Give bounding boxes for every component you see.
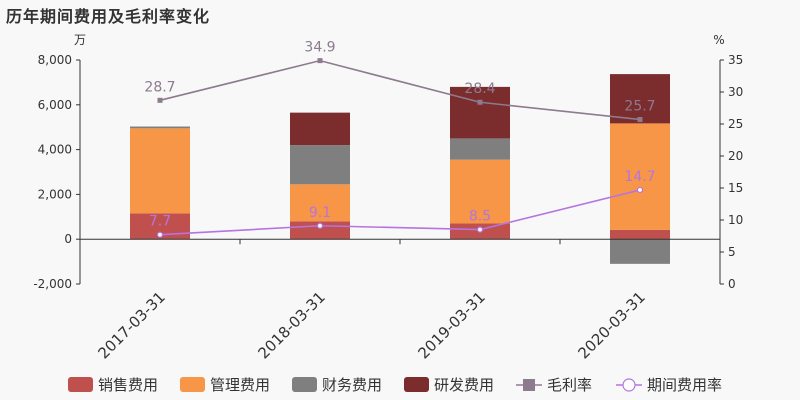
right-tick-label: 15 — [728, 181, 743, 195]
line-1-label-1: 9.1 — [309, 205, 331, 221]
bar-1-3 — [610, 123, 670, 230]
legend-label-1: 管理费用 — [210, 376, 270, 394]
bar-2-3 — [610, 239, 670, 264]
left-tick-label: 0 — [64, 232, 72, 246]
bar-2-0 — [130, 126, 190, 129]
right-tick-label: 0 — [728, 277, 736, 291]
left-tick-label: 2,000 — [38, 187, 72, 201]
line-1-point-1 — [316, 222, 324, 229]
x-tick-label: 2017-03-31 — [94, 288, 168, 362]
right-tick-label: 30 — [728, 85, 743, 99]
bar-0-3 — [610, 229, 670, 240]
line-1-point-3 — [636, 186, 644, 194]
line-1-point-2 — [476, 226, 484, 233]
line-0 — [159, 59, 641, 121]
line-0-point-3 — [637, 117, 643, 123]
line-1 — [159, 189, 641, 236]
legend-swatch-3 — [404, 377, 429, 392]
line-0-point-1 — [317, 58, 323, 64]
bar-3-1 — [290, 112, 350, 146]
line-0-point-2 — [477, 99, 483, 105]
right-tick-label: 25 — [728, 117, 743, 131]
legend-marker-1 — [622, 378, 636, 392]
line-1-point-0 — [156, 231, 164, 238]
bar-1-2 — [450, 159, 510, 224]
plot-area: -2,000 0 2,000 4,000 6,000 8,000 0 5 10 15 20 25 30 3… — [33, 40, 743, 363]
legend-label-3: 研发费用 — [434, 376, 494, 394]
left-axis-unit: 万 — [74, 33, 86, 47]
line-1-label-3: 14.7 — [624, 169, 655, 185]
line-1-label-2: 8.5 — [469, 209, 491, 225]
right-tick-label: 20 — [728, 149, 743, 163]
bar-1-0 — [130, 128, 190, 214]
legend-marker-0 — [523, 379, 535, 391]
legend-line-label-0: 毛利率 — [547, 376, 592, 394]
bar-3-3 — [610, 74, 670, 124]
bar-2-2 — [450, 138, 510, 160]
chart-title: 历年期间费用及毛利率变化 — [6, 7, 211, 26]
right-tick-label: 35 — [728, 53, 743, 67]
legend[interactable]: 销售费用 管理费用 财务费用 研发费用 毛利率 期间费用率 — [68, 376, 722, 394]
right-tick-label: 10 — [728, 213, 743, 227]
line-0-label-2: 28.4 — [464, 81, 495, 97]
left-tick-label: 4,000 — [38, 143, 72, 157]
x-tick-label: 2019-03-31 — [414, 288, 488, 362]
line-1-label-0: 7.7 — [149, 214, 171, 230]
legend-swatch-0 — [68, 377, 93, 392]
left-tick-label: 8,000 — [38, 53, 72, 67]
left-tick-label: 6,000 — [38, 98, 72, 112]
right-tick-label: 5 — [728, 245, 736, 259]
left-tick-label: -2,000 — [33, 277, 72, 291]
legend-line-label-1: 期间费用率 — [647, 376, 722, 394]
x-tick-label: 2018-03-31 — [254, 288, 328, 362]
line-0-label-1: 34.9 — [304, 40, 335, 56]
right-axis-unit: % — [713, 33, 724, 47]
bar-2-1 — [290, 145, 350, 185]
bar-1-1 — [290, 184, 350, 222]
x-tick-label: 2020-03-31 — [574, 288, 648, 362]
line-0-label-0: 28.7 — [144, 79, 175, 95]
legend-swatch-1 — [180, 377, 205, 392]
line-0-label-3: 25.7 — [624, 99, 655, 115]
line-0-point-0 — [157, 97, 163, 103]
legend-label-0: 销售费用 — [98, 376, 158, 394]
bar-3-2 — [450, 86, 510, 139]
legend-swatch-2 — [292, 377, 317, 392]
legend-label-2: 财务费用 — [322, 376, 382, 394]
